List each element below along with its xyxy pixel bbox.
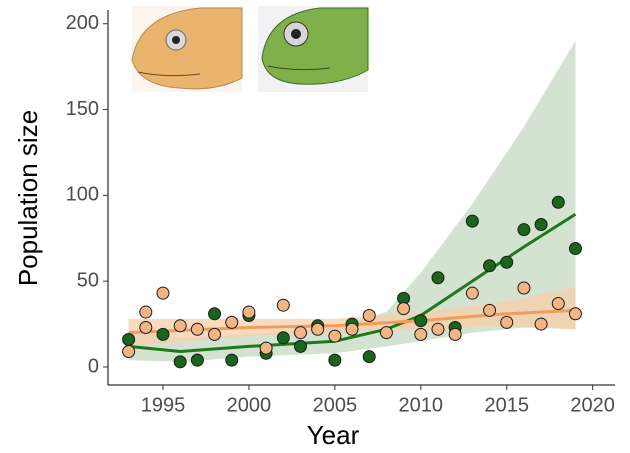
- data-point: [414, 314, 428, 328]
- data-point: [345, 322, 359, 336]
- data-point: [139, 321, 153, 335]
- x-tick-label: 2005: [313, 394, 358, 416]
- pupil: [172, 36, 180, 44]
- y-tick-label: 150: [66, 98, 99, 120]
- x-tick-label: 2020: [570, 394, 615, 416]
- data-point: [500, 315, 514, 329]
- mouth: [267, 65, 331, 71]
- x-tick-label: 2015: [484, 394, 529, 416]
- data-point: [362, 308, 376, 322]
- data-point: [534, 317, 548, 331]
- data-point: [190, 353, 204, 367]
- green-turtle-illustration: [258, 6, 369, 92]
- data-point: [242, 305, 256, 319]
- data-point: [122, 345, 136, 359]
- data-point: [448, 327, 462, 341]
- data-point: [311, 322, 325, 336]
- x-axis-title: Year: [307, 420, 360, 450]
- data-point: [293, 339, 307, 353]
- data-point: [293, 326, 307, 340]
- data-point: [173, 319, 187, 333]
- x-tick-label: 2000: [227, 394, 272, 416]
- trend-line: [128, 308, 576, 335]
- x-tick-label: 1995: [141, 394, 186, 416]
- data-point: [225, 315, 239, 329]
- data-point: [156, 327, 170, 341]
- data-point: [465, 286, 479, 300]
- data-point: [173, 355, 187, 369]
- data-point: [328, 353, 342, 367]
- data-point: [208, 307, 222, 321]
- loggerhead-illustration: [131, 6, 243, 92]
- y-tick-label: 100: [66, 184, 99, 206]
- data-point: [139, 305, 153, 319]
- data-point: [328, 329, 342, 343]
- head: [131, 7, 243, 90]
- data-point: [208, 327, 222, 341]
- data-point: [500, 255, 514, 269]
- data-point: [122, 333, 136, 347]
- data-point: [190, 322, 204, 336]
- data-point: [379, 326, 393, 340]
- data-point: [465, 214, 479, 228]
- confidence-band: [128, 40, 576, 362]
- data-point: [225, 353, 239, 367]
- pupil: [291, 29, 301, 39]
- data-point: [362, 350, 376, 364]
- data-point: [431, 271, 445, 285]
- data-point: [483, 303, 497, 317]
- data-point: [534, 218, 548, 232]
- y-tick-label: 50: [77, 269, 99, 291]
- data-point: [568, 242, 582, 256]
- data-point: [259, 341, 273, 355]
- data-point: [517, 281, 531, 295]
- data-point: [397, 302, 411, 316]
- data-point: [431, 322, 445, 336]
- mouth: [137, 71, 201, 77]
- x-tick-label: 2010: [399, 394, 444, 416]
- data-point: [517, 223, 531, 237]
- data-point: [276, 331, 290, 345]
- data-point: [414, 327, 428, 341]
- y-axis-title: Population size: [13, 110, 43, 286]
- y-tick-label: 0: [88, 355, 99, 377]
- data-point: [276, 298, 290, 312]
- data-point: [568, 307, 582, 321]
- data-point: [156, 286, 170, 300]
- data-point: [483, 259, 497, 273]
- y-tick-label: 200: [66, 12, 99, 34]
- data-point: [551, 296, 565, 310]
- data-point: [551, 195, 565, 209]
- confidence-band: [128, 286, 576, 347]
